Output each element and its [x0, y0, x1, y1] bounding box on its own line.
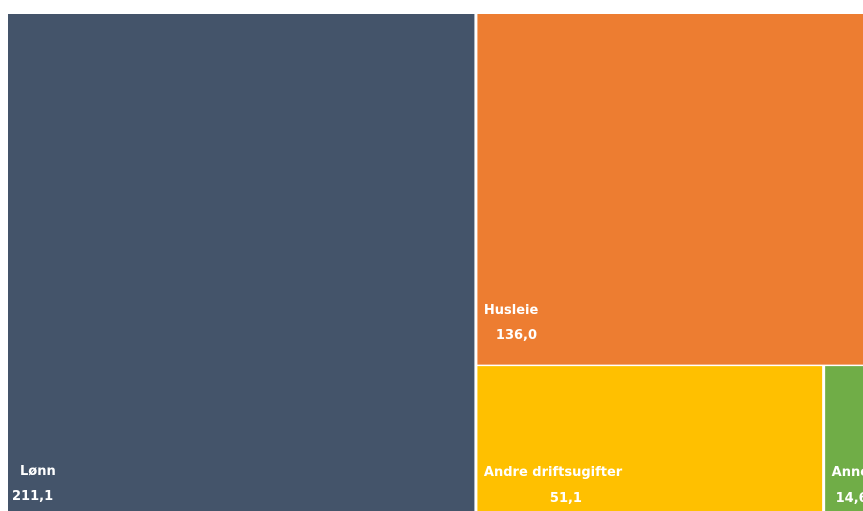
treemap-label-husleie: Husleie	[484, 303, 539, 318]
treemap-tile-annet	[825, 366, 863, 511]
treemap-label-lonn: Lønn	[20, 464, 56, 479]
treemap-value-annet: 14,6	[836, 491, 863, 506]
treemap-tile-andre-driftsugifter	[477, 366, 823, 511]
treemap-tile-husleie	[477, 14, 863, 365]
treemap-label-andre-driftsugifter: Andre driftsugifter	[484, 465, 623, 480]
treemap-label-annet: Annet**	[832, 465, 863, 480]
treemap-labels: Lønn 211,1 Husleie 136,0 Andre driftsugifter…	[12, 303, 863, 506]
treemap-tiles	[8, 14, 863, 511]
treemap-tile-lonn	[8, 14, 475, 511]
treemap-value-husleie: 136,0	[496, 328, 537, 343]
treemap-value-lonn: 211,1	[12, 489, 53, 504]
treemap-value-andre-driftsugifter: 51,1	[550, 491, 582, 506]
